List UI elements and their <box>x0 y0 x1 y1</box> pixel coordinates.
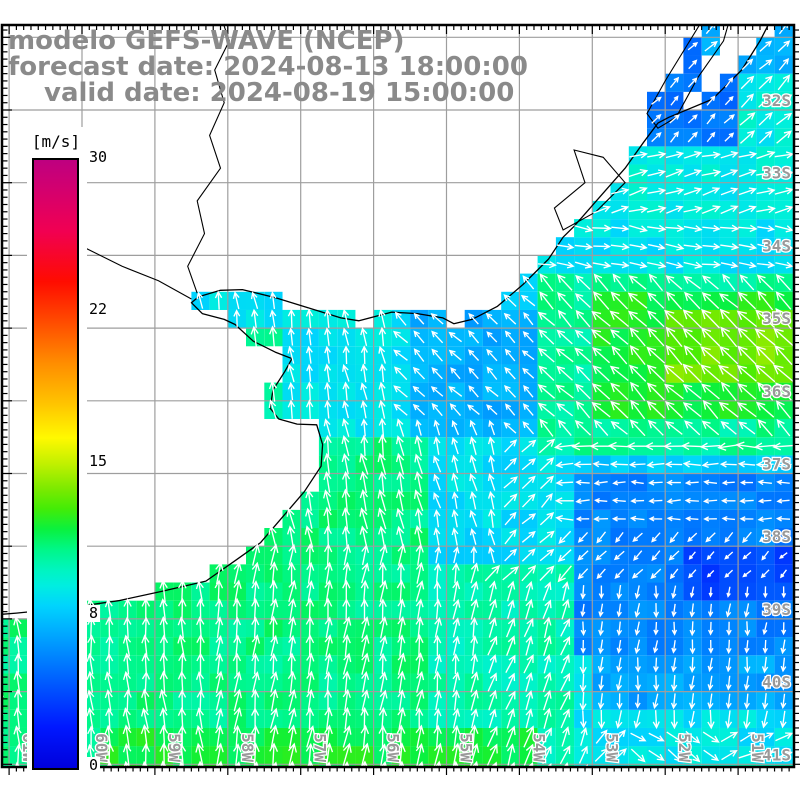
lat-label: 38S <box>762 527 791 546</box>
lon-label: 55W <box>457 733 476 762</box>
lon-label: 59W <box>165 733 184 762</box>
lat-label: 40S <box>762 673 791 692</box>
lon-label: 58W <box>238 733 257 762</box>
map-frame <box>0 23 800 775</box>
colorbar-gradient <box>32 158 79 770</box>
lat-label: 35S <box>762 309 791 328</box>
colorbar-unit-label: [m/s] <box>30 130 82 154</box>
colorbar-tick-label: 30 <box>87 148 110 166</box>
lagoa-dos-patos <box>646 26 729 129</box>
lon-label: 54W <box>529 733 548 762</box>
lat-label: 37S <box>762 455 791 474</box>
colorbar-tick-label: 0 <box>87 756 101 774</box>
lon-label: 57W <box>311 733 330 762</box>
lat-label: 39S <box>762 600 791 619</box>
graticule <box>3 26 793 766</box>
lon-label: 56W <box>384 733 403 762</box>
lat-label: 33S <box>762 164 791 183</box>
forecast-date-line: forecast date: 2024-08-13 18:00:00 <box>8 52 528 82</box>
lon-label: 60W <box>92 733 111 762</box>
lon-label: 53W <box>602 733 621 762</box>
axis-labels: 32S33S34S35S36S37S38S39S40S41S61W60W59W5… <box>18 90 792 766</box>
colorbar-tick-label: 15 <box>87 452 110 470</box>
lat-label: 32S <box>762 91 791 110</box>
valid-date-line: valid date: 2024-08-19 15:00:00 <box>44 78 515 108</box>
lat-label: 36S <box>762 382 791 401</box>
lon-label: 52W <box>675 733 694 762</box>
model-title: modelo GEFS-WAVE (NCEP) <box>8 26 405 56</box>
colorbar: [m/s] 30 22 15 8 0 <box>27 127 110 776</box>
colorbar-tick-label: 8 <box>87 604 101 622</box>
colorbar-tick-label: 22 <box>87 300 110 318</box>
uruguay-river <box>187 26 230 294</box>
lon-label: 51W <box>748 733 767 762</box>
lagoa-mirim <box>553 149 626 231</box>
lat-label: 34S <box>762 236 791 255</box>
lat-label: 41S <box>762 745 791 764</box>
